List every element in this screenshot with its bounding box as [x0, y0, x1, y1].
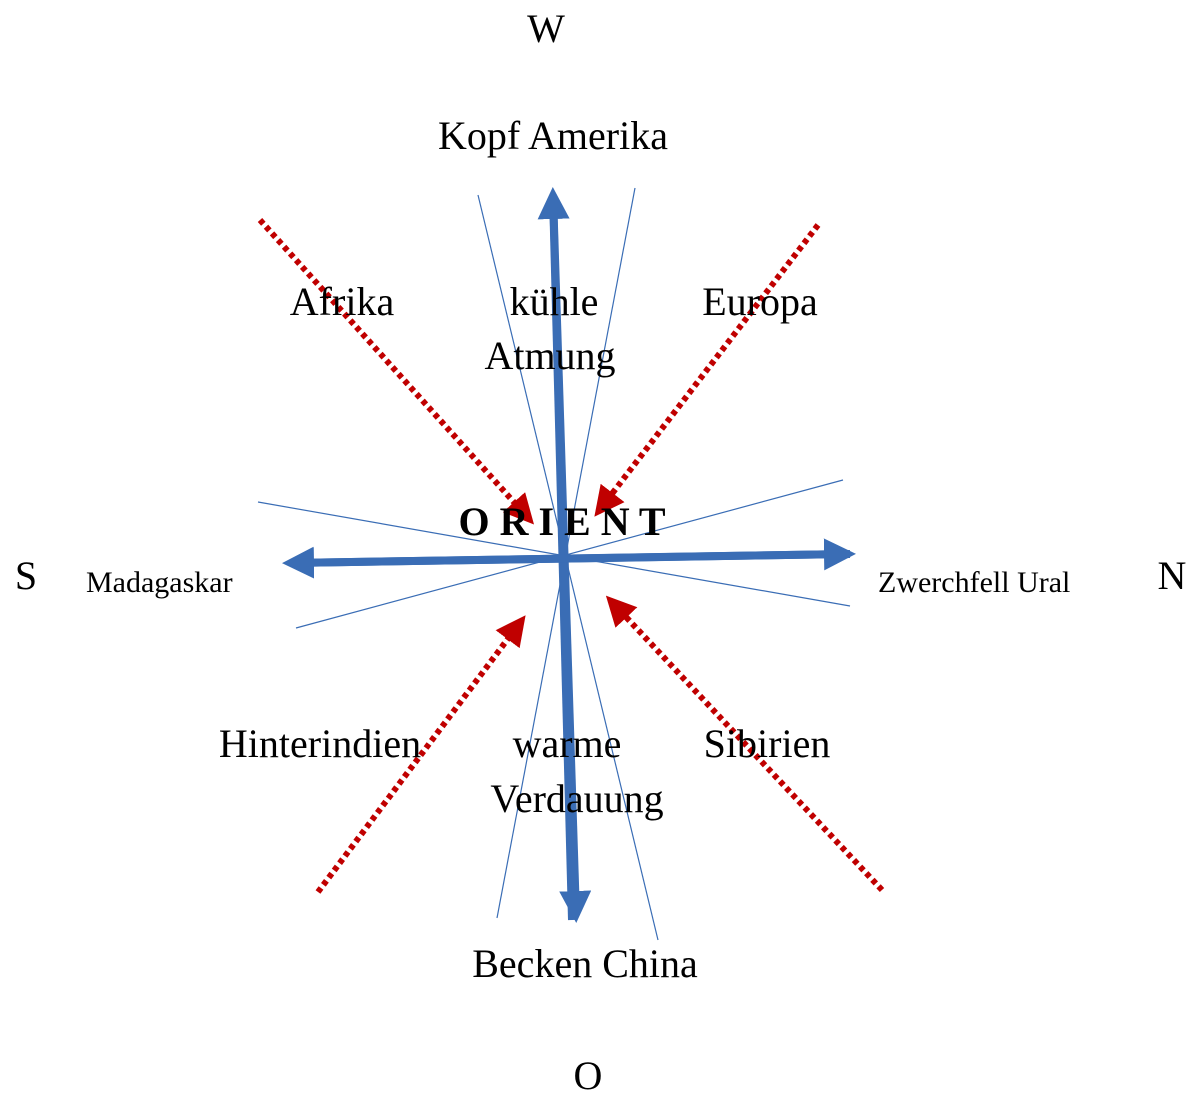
label-bottom: Becken China — [472, 941, 698, 986]
label-left: Madagaskar — [86, 566, 233, 599]
label-upper-middle: Atmung — [484, 333, 615, 378]
label-lower-left: Hinterindien — [219, 721, 421, 766]
label-lower-middle: warme — [513, 721, 622, 766]
label-top: Kopf Amerika — [438, 113, 668, 158]
red-arrows — [257, 217, 885, 894]
label-upper-left: Afrika — [290, 279, 395, 324]
main-axes — [282, 187, 856, 923]
compass-west: W — [527, 6, 565, 51]
compass-north: N — [1158, 553, 1187, 598]
label-right: Zwerchfell Ural — [878, 566, 1070, 599]
label-lower-right: Sibirien — [704, 721, 831, 766]
center-label: O R I E N T — [458, 499, 665, 544]
label-lower-middle: Verdauung — [490, 776, 663, 821]
compass-east: O — [574, 1053, 603, 1098]
label-upper-middle: kühle — [510, 279, 599, 324]
compass-south: S — [15, 553, 37, 598]
label-upper-right: Europa — [702, 279, 818, 324]
